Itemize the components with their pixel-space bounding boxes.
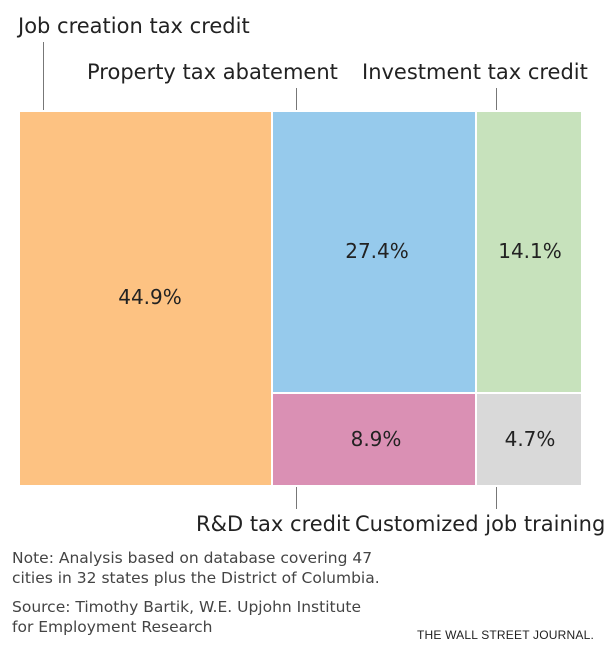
tile-rd [273,394,475,485]
source-line-2: for Employment Research [12,618,213,636]
leader-rd [296,487,297,509]
tile-investment [477,112,581,392]
value-rd: 8.9% [350,427,402,451]
tile-property-tax [273,112,475,392]
leader-investment [496,88,497,110]
label-rd: R&D tax credit [196,512,351,536]
value-investment: 14.1% [498,239,562,263]
label-investment: Investment tax credit [362,60,588,84]
source-line-1: Source: Timothy Bartik, W.E. Upjohn Inst… [12,598,362,616]
source: Source: Timothy Bartik, W.E. Upjohn Inst… [12,597,361,637]
leader-job-training [496,487,497,509]
leader-property-tax [296,88,297,110]
note-line-1: Note: Analysis based on database coverin… [12,549,373,567]
label-job-creation: Job creation tax credit [18,14,250,38]
value-property-tax: 27.4% [345,239,409,263]
tile-job-creation [20,112,271,485]
value-job-training: 4.7% [504,427,556,451]
label-job-training: Customized job training [355,512,606,536]
tile-job-training [477,394,581,485]
label-property-tax: Property tax abatement [87,60,338,84]
leader-job-creation [43,42,44,110]
note: Note: Analysis based on database coverin… [12,548,380,588]
value-job-creation: 44.9% [118,285,182,309]
note-line-2: cities in 32 states plus the District of… [12,569,380,587]
brand-logo: THE WALL STREET JOURNAL. [416,628,594,642]
